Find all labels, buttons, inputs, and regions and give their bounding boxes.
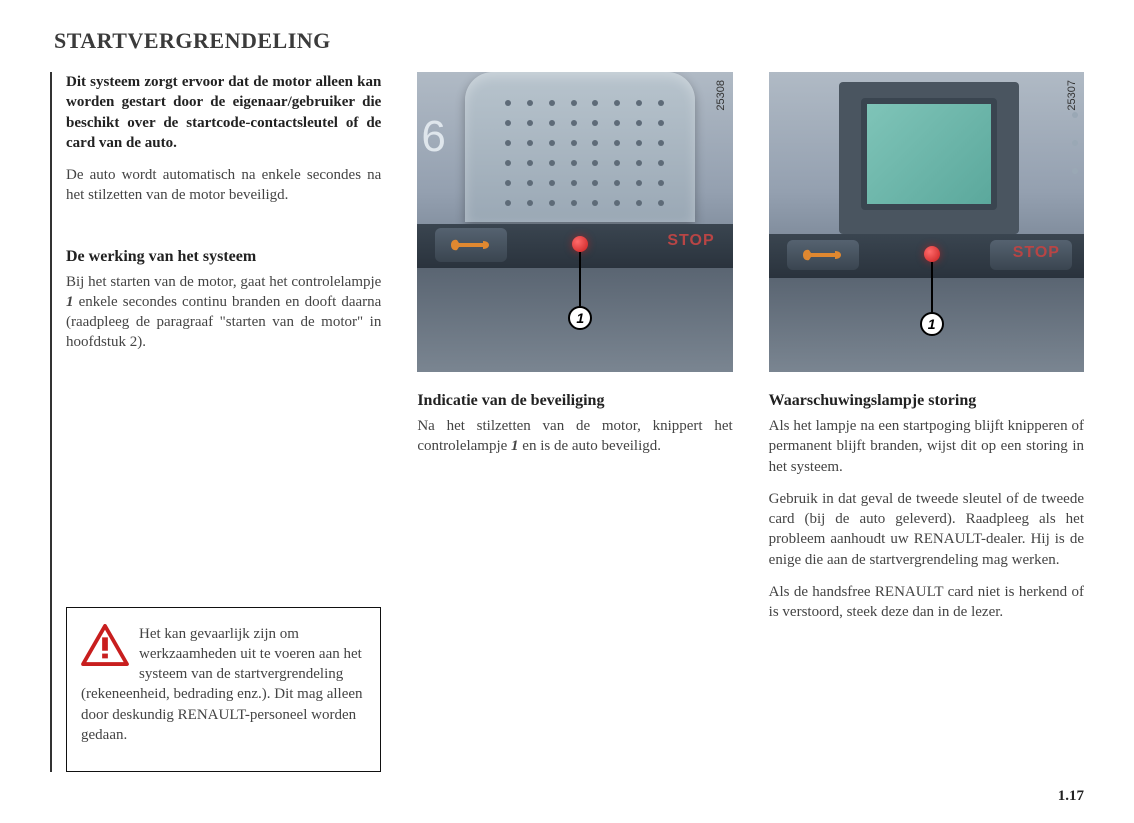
- paragraph-storing-1: Als het lampje na een startpoging blijft…: [769, 416, 1084, 477]
- column-right: 25307 STOP 1 Waarschuwingslampje storing: [769, 72, 1084, 772]
- warning-triangle-icon: [81, 624, 129, 666]
- indicator-light: [924, 246, 940, 262]
- digit-6: 6: [421, 112, 445, 162]
- callout-number: 1: [576, 310, 584, 326]
- callout-line: [579, 252, 581, 308]
- image-code: 25307: [1066, 80, 1078, 111]
- speaker-dots: [505, 100, 665, 200]
- stop-label: STOP: [667, 232, 714, 250]
- image-code: 25308: [715, 80, 727, 111]
- warning-box: Het kan gevaarlijk zijn om werkzaamheden…: [66, 607, 381, 773]
- callout-circle-1: 1: [920, 312, 944, 336]
- callout-ref-1: 1: [66, 294, 74, 310]
- column-middle: 25308 6 STOP 1: [417, 72, 732, 772]
- dashboard-image-2: 25307 STOP 1: [769, 72, 1084, 372]
- page-title: STARTVERGRENDELING: [50, 28, 1084, 54]
- text-fragment: Bij het starten van de motor, gaat het c…: [66, 274, 381, 290]
- paragraph-storing-3: Als de handsfree RENAULT card niet is he…: [769, 582, 1084, 623]
- paragraph-storing-2: Gebruik in dat geval de tweede sleutel o…: [769, 489, 1084, 570]
- subheading-indicatie: Indicatie van de beveiliging: [417, 392, 732, 410]
- column-left: Dit systeem zorgt ervoor dat de motor al…: [50, 72, 381, 772]
- text-fragment: enkele secondes continu branden en dooft…: [66, 294, 381, 351]
- callout-ref-1: 1: [511, 438, 519, 454]
- paragraph-indicatie: Na het stilzetten van de motor, knippert…: [417, 416, 732, 457]
- wrench-icon: [447, 236, 491, 254]
- speaker-panel: [465, 72, 695, 222]
- intro-text: Dit systeem zorgt ervoor dat de motor al…: [66, 72, 381, 153]
- subheading-storing: Waarschuwingslampje storing: [769, 392, 1084, 410]
- callout-line: [931, 262, 933, 314]
- paragraph-werking: Bij het starten van de motor, gaat het c…: [66, 272, 381, 353]
- gauge-ticks: [1058, 112, 1078, 192]
- stop-label: STOP: [1013, 244, 1060, 262]
- callout-number: 1: [928, 316, 936, 332]
- text-fragment: en is de auto beveiligd.: [519, 438, 661, 454]
- subheading-werking: De werking van het systeem: [66, 248, 381, 266]
- display-screen: [861, 98, 997, 210]
- wrench-icon: [799, 246, 843, 264]
- paragraph-auto-secure: De auto wordt automatisch na enkele seco…: [66, 165, 381, 206]
- page-number: 1.17: [1058, 788, 1084, 805]
- content-columns: Dit systeem zorgt ervoor dat de motor al…: [50, 72, 1084, 772]
- dashboard-image-1: 25308 6 STOP 1: [417, 72, 732, 372]
